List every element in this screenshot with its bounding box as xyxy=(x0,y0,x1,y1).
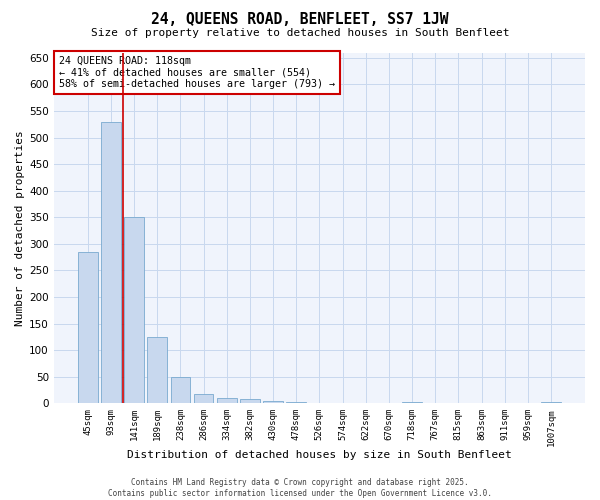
Bar xyxy=(286,402,306,404)
Bar xyxy=(78,252,98,404)
Bar xyxy=(402,402,422,404)
Bar xyxy=(541,402,561,404)
Bar xyxy=(194,394,214,404)
Y-axis label: Number of detached properties: Number of detached properties xyxy=(15,130,25,326)
Bar xyxy=(148,337,167,404)
Bar xyxy=(170,377,190,404)
Bar xyxy=(263,400,283,404)
Text: 24, QUEENS ROAD, BENFLEET, SS7 1JW: 24, QUEENS ROAD, BENFLEET, SS7 1JW xyxy=(151,12,449,28)
Text: Size of property relative to detached houses in South Benfleet: Size of property relative to detached ho… xyxy=(91,28,509,38)
Text: Contains HM Land Registry data © Crown copyright and database right 2025.
Contai: Contains HM Land Registry data © Crown c… xyxy=(108,478,492,498)
Bar xyxy=(217,398,236,404)
Bar xyxy=(240,399,260,404)
Text: 24 QUEENS ROAD: 118sqm
← 41% of detached houses are smaller (554)
58% of semi-de: 24 QUEENS ROAD: 118sqm ← 41% of detached… xyxy=(59,56,335,89)
Bar xyxy=(124,218,144,404)
Bar xyxy=(101,122,121,404)
X-axis label: Distribution of detached houses by size in South Benfleet: Distribution of detached houses by size … xyxy=(127,450,512,460)
